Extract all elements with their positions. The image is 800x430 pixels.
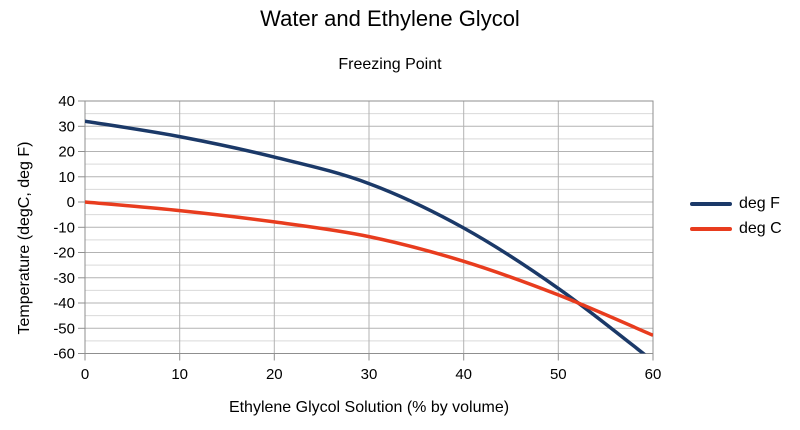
x-axis-title: Ethylene Glycol Solution (% by volume) [228, 399, 510, 416]
y-tick-label: 40 [58, 93, 75, 110]
series-line-deg-f [85, 119, 647, 354]
legend-line-deg-f [690, 201, 732, 206]
y-tick-label: -60 [53, 346, 75, 363]
x-tick-label: 50 [550, 366, 567, 383]
y-tick-label: -30 [53, 270, 75, 287]
y-tick-label: -20 [53, 245, 75, 262]
chart-title: Water and Ethylene Glycol [260, 6, 520, 31]
x-tick-label: 30 [361, 366, 378, 383]
x-tick-label: 60 [645, 366, 662, 383]
legend-label-deg-c: deg C [739, 219, 782, 237]
legend-item-deg-c: deg C [690, 220, 782, 237]
plot-border [84, 100, 654, 354]
y-tick-label: -40 [53, 295, 75, 312]
legend-item-deg-f: deg F [690, 195, 782, 212]
chart-subtitle: Freezing Point [338, 56, 442, 73]
y-tick-label: -10 [53, 219, 75, 236]
x-tick-label: 40 [455, 366, 472, 383]
y-tick-label: -50 [53, 320, 75, 337]
series-line-deg-c [85, 200, 653, 337]
legend-line-deg-c [690, 226, 732, 231]
y-tick-label: 20 [58, 144, 75, 161]
x-tick-label: 0 [81, 366, 89, 383]
y-tick-label: 10 [58, 169, 75, 186]
legend-label-deg-f: deg F [739, 194, 780, 212]
x-tick-label: 20 [266, 366, 283, 383]
legend: deg F deg C [690, 195, 782, 245]
x-tick-label: 10 [171, 366, 188, 383]
y-tick-label: 30 [58, 118, 75, 135]
y-tick-label: 0 [67, 194, 75, 211]
